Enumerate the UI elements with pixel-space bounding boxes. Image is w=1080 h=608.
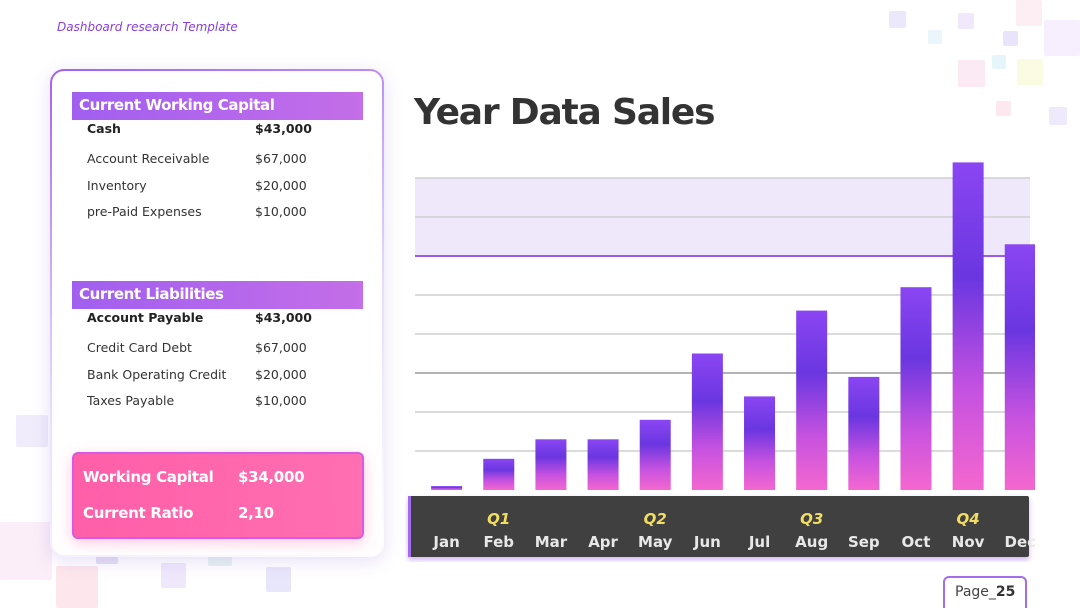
finance-row-value: $10,000 [255, 393, 307, 408]
finance-row: Account Payable $43,000 [87, 310, 347, 328]
bar-mar [535, 439, 567, 490]
finance-row-value: $43,000 [255, 121, 312, 136]
finance-row-label: Taxes Payable [87, 393, 175, 408]
finance-row: Account Receivable $67,000 [87, 151, 347, 169]
x-tick-label: Nov [952, 533, 985, 551]
finance-row-value: $67,000 [255, 340, 307, 355]
finance-row-value: $67,000 [255, 151, 307, 166]
finance-row-value: $10,000 [255, 204, 307, 219]
x-tick-label: Apr [588, 533, 618, 551]
x-tick-label: Jan [432, 533, 459, 551]
bar-nov [952, 162, 984, 490]
decor-square [1003, 31, 1018, 46]
x-tick-label: Dec [1005, 533, 1035, 551]
finance-row-label: Account Payable [87, 310, 204, 325]
quarter-label: Q4 [957, 510, 980, 528]
finance-row-value: $20,000 [255, 178, 307, 193]
decor-square [56, 566, 98, 608]
x-tick-label: Jun [693, 533, 721, 551]
bar-sep [848, 376, 880, 490]
decor-square [1016, 0, 1042, 26]
bar-apr [587, 439, 619, 490]
finance-row-label: Bank Operating Credit [87, 367, 227, 382]
decor-square [1044, 20, 1080, 56]
finance-row-label: Inventory [87, 178, 147, 193]
summary-box: Working Capital $34,000 Current Ratio 2,… [72, 452, 364, 539]
chart-title: Year Data Sales [414, 92, 716, 133]
working-capital-value: $34,000 [238, 468, 305, 486]
current-ratio-label: Current Ratio [83, 504, 194, 522]
bar-aug [796, 310, 828, 490]
bar-jan [431, 486, 463, 490]
decor-square [958, 13, 974, 29]
x-tick-label: May [638, 533, 673, 551]
finance-row: Inventory $20,000 [87, 178, 347, 196]
decor-square [958, 60, 985, 87]
decor-square [266, 567, 291, 592]
finance-row-value: $43,000 [255, 310, 312, 325]
finance-row: Credit Card Debt $67,000 [87, 340, 347, 358]
working-capital-title: Current Working Capital [72, 92, 363, 120]
decor-square [161, 563, 186, 588]
finance-row: Bank Operating Credit $20,000 [87, 367, 347, 385]
finance-row: Cash $43,000 [87, 121, 347, 139]
page-prefix: Page_ [955, 584, 996, 600]
finance-row: pre-Paid Expenses $10,000 [87, 204, 347, 222]
finance-row-label: pre-Paid Expenses [87, 204, 202, 219]
decor-square [992, 55, 1006, 69]
decor-square [889, 11, 906, 28]
finance-row: Taxes Payable $10,000 [87, 393, 347, 411]
x-tick-label: Feb [483, 533, 514, 551]
bar-jun [691, 353, 723, 490]
finance-row-label: Credit Card Debt [87, 340, 192, 355]
page-indicator: Page_25 [943, 576, 1027, 608]
sales-bar-chart: Jan Feb Mar Apr May Jun Jul Aug Sep Oct Nov Dec Q1 Q2… [408, 162, 1035, 557]
finance-row-label: Cash [87, 121, 121, 136]
decor-square [1017, 59, 1043, 85]
decor-square [96, 556, 118, 564]
bar-may [639, 419, 671, 490]
axis-accent [408, 496, 411, 557]
template-label: Dashboard research Template [57, 20, 238, 34]
finance-row-value: $20,000 [255, 367, 307, 382]
bar-jul [744, 396, 776, 490]
page-number: 25 [995, 584, 1016, 600]
x-tick-label: Aug [795, 533, 828, 551]
decor-square [0, 522, 52, 580]
x-axis-strip [408, 496, 1029, 557]
working-capital-label: Working Capital [83, 468, 214, 486]
x-tick-label: Mar [535, 533, 568, 551]
bar-dec [1004, 244, 1035, 490]
decor-square [928, 30, 942, 44]
quarter-label: Q2 [644, 510, 667, 528]
decor-square [996, 101, 1011, 116]
decor-square [208, 556, 232, 566]
x-tick-label: Sep [848, 533, 880, 551]
quarter-label: Q1 [487, 510, 510, 528]
current-ratio-value: 2,10 [238, 504, 274, 522]
x-tick-label: Jul [748, 533, 770, 551]
decor-square [1049, 107, 1067, 125]
bar-feb [483, 458, 515, 490]
x-tick-label: Oct [902, 533, 931, 551]
quarter-label: Q3 [800, 510, 823, 528]
liabilities-title: Current Liabilities [72, 281, 363, 309]
finance-row-label: Account Receivable [87, 151, 210, 166]
finance-card: Current Working Capital Cash $43,000 Accou… [50, 69, 384, 557]
bar-oct [900, 287, 932, 490]
decor-square [16, 415, 48, 447]
